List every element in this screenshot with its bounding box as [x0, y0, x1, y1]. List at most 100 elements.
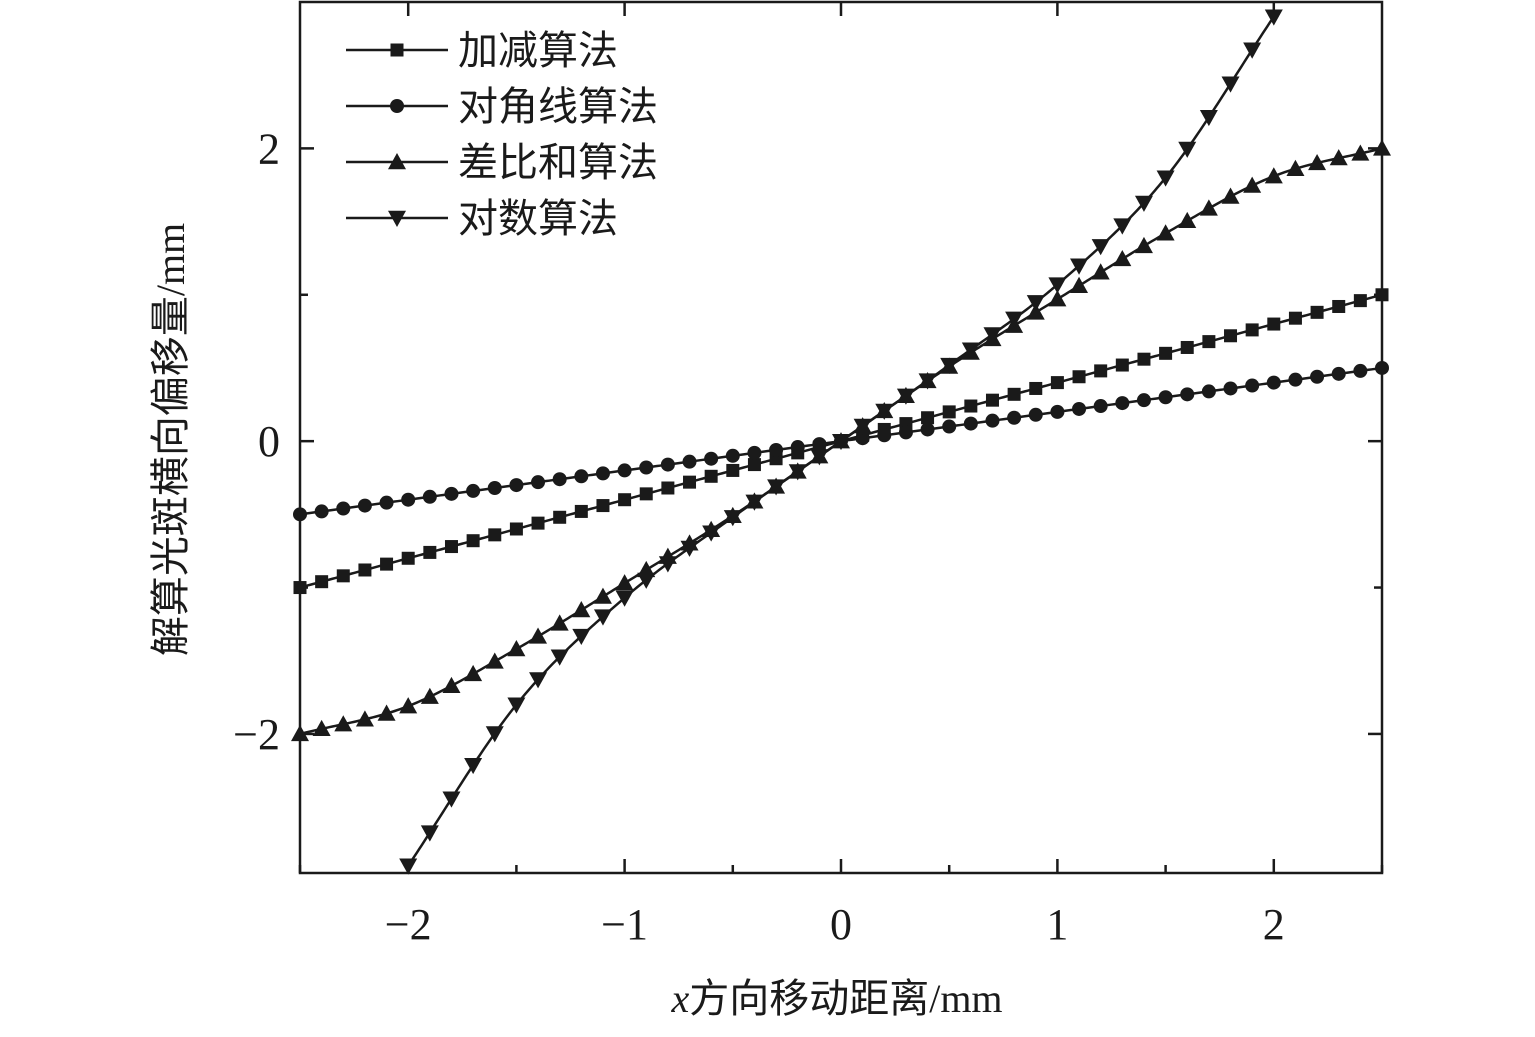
data-point-square	[747, 458, 761, 472]
data-point-triangle-down	[788, 464, 807, 481]
data-point-triangle-up	[1178, 211, 1197, 229]
y-tick-label: 2	[258, 124, 280, 173]
data-point-triangle-down	[853, 418, 872, 436]
data-point-triangle-down	[1264, 9, 1283, 26]
data-point-triangle-down	[1005, 311, 1024, 328]
data-point-triangle-down	[550, 649, 569, 666]
data-point-circle	[725, 448, 740, 463]
legend-item: 加减算法	[346, 28, 618, 74]
data-point-triangle-down	[918, 373, 937, 390]
data-point-circle	[390, 99, 404, 113]
legend-label: 差比和算法	[458, 140, 658, 186]
data-point-square	[1115, 358, 1129, 372]
data-point-circle	[1375, 360, 1389, 375]
data-point-triangle-down	[1243, 42, 1262, 59]
data-point-triangle-up	[485, 652, 504, 669]
data-point-square	[1353, 294, 1367, 308]
x-tick-label: 2	[1263, 900, 1285, 949]
data-point-triangle-down	[1199, 109, 1218, 127]
data-point-triangle-down	[1178, 141, 1197, 158]
data-point-square	[596, 499, 610, 513]
data-point-circle	[444, 486, 459, 501]
data-point-square	[704, 469, 718, 483]
data-point-circle	[1180, 387, 1195, 402]
data-point-square	[444, 540, 458, 554]
data-point-circle	[1115, 396, 1130, 411]
data-point-square	[488, 528, 502, 542]
x-tick-label: −2	[385, 900, 432, 949]
data-point-square	[315, 575, 329, 589]
data-point-triangle-down	[572, 628, 591, 646]
data-point-square	[683, 475, 697, 489]
data-point-square	[985, 393, 999, 407]
data-point-triangle-up	[1221, 187, 1240, 204]
data-point-circle	[552, 472, 567, 487]
data-point-circle	[1050, 404, 1065, 419]
data-point-triangle-up	[355, 710, 374, 727]
data-point-triangle-down	[399, 858, 418, 875]
data-point-square	[1137, 352, 1151, 366]
data-point-circle	[293, 507, 307, 522]
data-point-triangle-up	[1048, 290, 1067, 307]
data-point-square	[380, 557, 394, 571]
data-point-triangle-down	[593, 609, 612, 626]
data-point-triangle-down	[1221, 76, 1240, 93]
y-tick-label: −2	[233, 710, 280, 759]
data-point-square	[726, 463, 740, 477]
y-tick-label: 0	[258, 417, 280, 466]
data-point-triangle-up	[291, 724, 309, 742]
data-point-triangle-up	[1199, 199, 1218, 216]
data-point-triangle-up	[1026, 303, 1045, 320]
data-point-square	[964, 399, 978, 413]
y-axis-ticks: −2 0 2	[233, 124, 1382, 759]
data-point-triangle-down	[1026, 295, 1045, 312]
data-point-triangle-down	[896, 388, 915, 405]
data-point-square	[1224, 329, 1238, 343]
data-point-circle	[379, 495, 394, 510]
data-point-circle	[509, 478, 524, 493]
data-point-circle	[898, 425, 913, 440]
data-point-triangle-up	[1264, 167, 1283, 184]
data-point-triangle-down	[637, 572, 656, 589]
data-point-circle	[1331, 366, 1346, 381]
data-point-square	[942, 405, 956, 419]
series-3	[291, 139, 1391, 742]
data-point-square	[1332, 299, 1346, 313]
data-point-triangle-up	[1308, 153, 1327, 171]
data-point-circle	[790, 440, 805, 455]
data-point-square	[1310, 305, 1324, 319]
data-point-triangle-up	[420, 687, 439, 704]
data-point-triangle-up	[1243, 176, 1262, 193]
x-tick-label: 0	[830, 900, 852, 949]
data-point-circle	[942, 419, 957, 434]
data-point-circle	[812, 437, 827, 452]
data-point-circle	[704, 451, 719, 466]
data-point-circle	[1310, 369, 1325, 384]
data-point-square	[1375, 288, 1389, 302]
x-axis-title: x方向移动距离/mm	[670, 976, 1002, 1021]
data-point-square	[1159, 346, 1173, 360]
data-point-triangle-down	[745, 494, 764, 511]
data-point-triangle-down	[983, 327, 1002, 344]
data-point-triangle-up	[1070, 276, 1089, 293]
series-4	[399, 9, 1283, 875]
data-point-circle	[1353, 363, 1368, 378]
data-point-square	[1007, 387, 1021, 401]
data-point-circle	[1028, 407, 1043, 422]
data-point-triangle-up	[1329, 149, 1348, 166]
data-point-square	[531, 516, 545, 530]
legend-item: 差比和算法	[346, 140, 658, 186]
data-point-triangle-up	[334, 715, 353, 732]
data-point-circle	[1288, 372, 1303, 387]
data-point-square	[1245, 323, 1259, 337]
data-point-triangle-down	[767, 479, 786, 496]
data-point-triangle-down	[420, 825, 439, 842]
data-point-triangle-down	[529, 672, 548, 689]
data-point-circle	[1201, 384, 1216, 399]
data-point-triangle-up	[1113, 249, 1132, 267]
data-point-circle	[466, 483, 481, 498]
data-point-square	[466, 534, 480, 548]
data-point-triangle-up	[1156, 224, 1175, 241]
data-point-circle	[422, 489, 437, 504]
